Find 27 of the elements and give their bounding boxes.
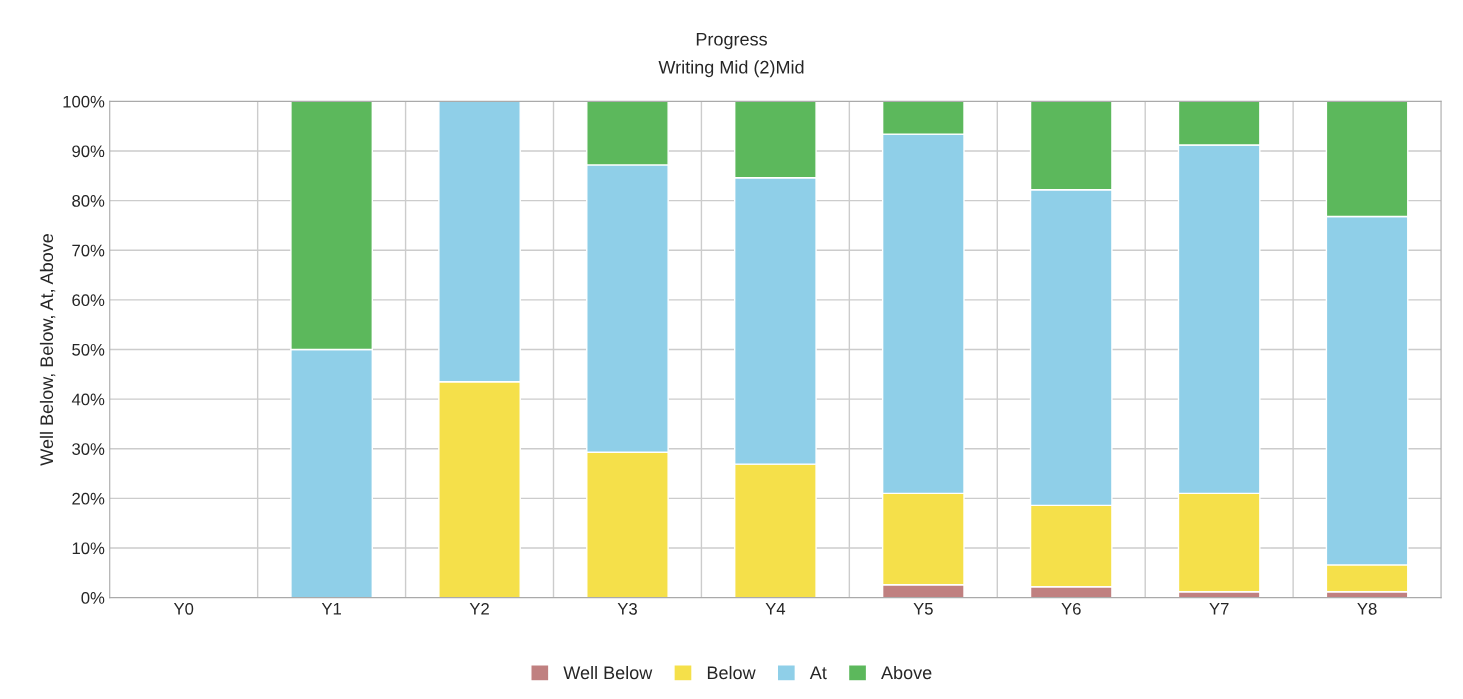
x-tick-label: Y3 [617, 602, 637, 615]
y-tick-label: 50% [72, 343, 105, 356]
legend-label: Below [707, 665, 756, 680]
chart-subtitle: Writing Mid (2)Mid [658, 60, 804, 78]
legend-label: Above [881, 665, 932, 680]
y-tick-label: 80% [72, 195, 105, 207]
x-tick-label: Y2 [469, 602, 489, 615]
x-tick-label: Y7 [1209, 603, 1229, 615]
y-tick-label: 60% [72, 294, 105, 307]
x-tick-label: Y0 [173, 602, 194, 615]
x-tick-label: Y4 [765, 603, 786, 615]
y-tick-label: 40% [71, 393, 105, 406]
y-tick-label: 100% [63, 95, 105, 108]
x-tick-label: Y8 [1357, 602, 1377, 615]
y-tick-label: 70% [72, 244, 105, 257]
chart-title: Progress [696, 33, 767, 50]
x-tick-label: Y6 [1061, 602, 1081, 615]
x-tick-label: Y1 [321, 603, 341, 615]
x-tick-label: Y5 [913, 603, 933, 615]
y-tick-label: 90% [72, 145, 105, 158]
legend-label: Well Below [563, 665, 653, 680]
legend-label: At [809, 666, 827, 680]
y-tick-label: 30% [72, 443, 105, 455]
y-axis-title: Well Below, Below, At, Above [39, 234, 56, 466]
y-tick-label: 0% [81, 592, 105, 604]
y-tick-label: 20% [72, 492, 105, 505]
y-tick-label: 10% [72, 542, 105, 555]
